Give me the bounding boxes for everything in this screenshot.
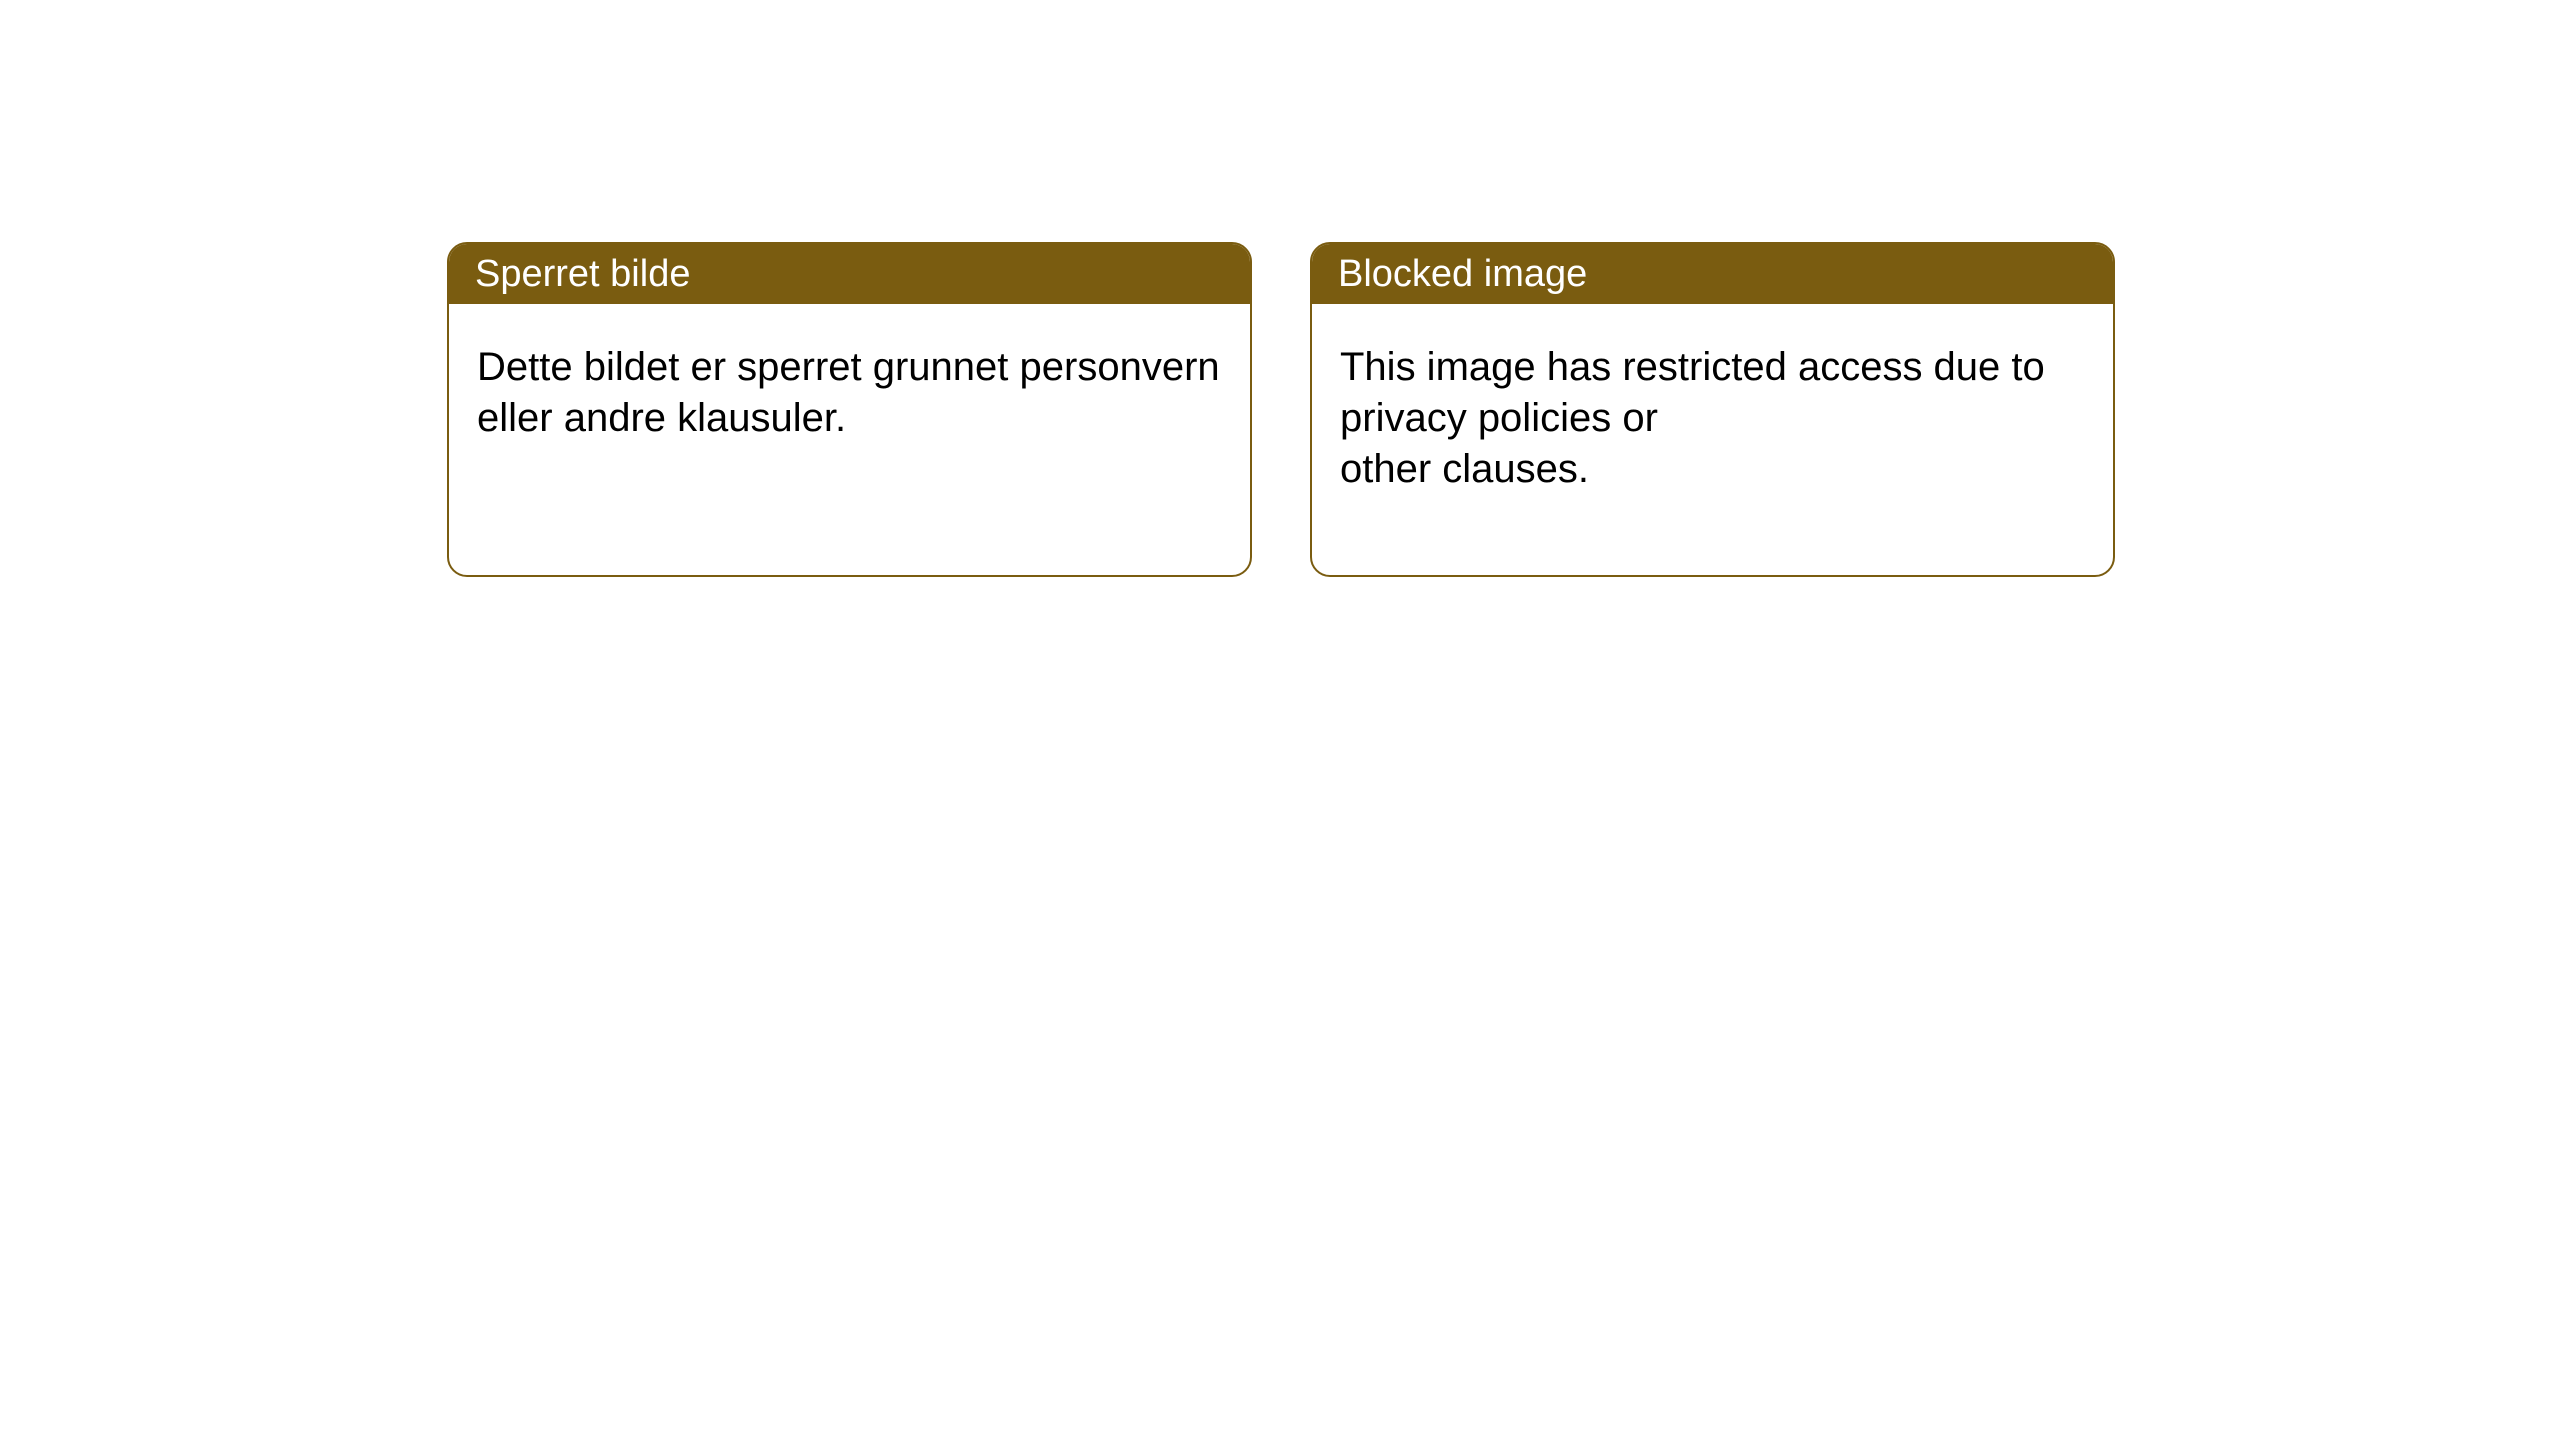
notice-card-en: Blocked image This image has restricted … bbox=[1310, 242, 2115, 577]
notice-body-no: Dette bildet er sperret grunnet personve… bbox=[449, 304, 1250, 444]
page-stage: Sperret bilde Dette bildet er sperret gr… bbox=[0, 0, 2560, 1440]
notice-row: Sperret bilde Dette bildet er sperret gr… bbox=[447, 242, 2115, 577]
notice-card-no: Sperret bilde Dette bildet er sperret gr… bbox=[447, 242, 1252, 577]
notice-header-no: Sperret bilde bbox=[449, 244, 1250, 304]
notice-header-en: Blocked image bbox=[1312, 244, 2113, 304]
notice-body-en: This image has restricted access due to … bbox=[1312, 304, 2113, 496]
